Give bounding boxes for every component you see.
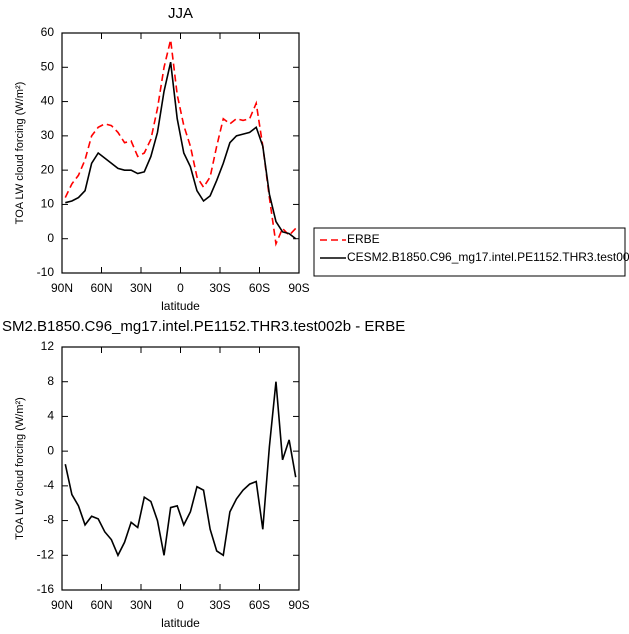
y-axis-title: TOA LW cloud forcing (W/m²) <box>14 397 26 540</box>
x-tick-label: 0 <box>177 281 184 295</box>
x-tick-label: 60S <box>249 281 270 295</box>
legend-box <box>313 227 626 277</box>
x-tick-label: 90S <box>288 281 309 295</box>
plot-frame <box>61 346 300 591</box>
y-tick-label: 8 <box>47 374 54 388</box>
x-tick-label: 0 <box>177 598 184 612</box>
x-tick-label: 30S <box>209 598 230 612</box>
y-tick-label: 12 <box>41 339 55 353</box>
y-axis-title: TOA LW cloud forcing (W/m²) <box>14 82 26 225</box>
x-tick-label: 90S <box>288 598 309 612</box>
x-tick-label: 60N <box>90 598 112 612</box>
y-tick-label: 4 <box>47 409 54 423</box>
y-tick-label: 60 <box>41 25 55 39</box>
data-line <box>64 381 297 558</box>
y-tick-label: -12 <box>37 547 55 561</box>
legend-label: ERBE <box>347 232 380 246</box>
x-tick-label: 30N <box>130 281 152 295</box>
x-axis-title: latitude <box>161 299 200 313</box>
y-tick-label: 0 <box>47 443 54 457</box>
x-tick-label: 90N <box>51 598 73 612</box>
chart-title: SM2.B1850.C96_mg17.intel.PE1152.THR3.tes… <box>2 318 405 335</box>
data-line <box>65 61 297 240</box>
x-tick-label: 30N <box>130 598 152 612</box>
y-tick-label: 10 <box>41 197 55 211</box>
y-tick-label: -10 <box>37 265 55 279</box>
chart-title: JJA <box>168 5 193 22</box>
y-tick-label: -16 <box>37 582 55 596</box>
y-tick-label: 40 <box>41 94 55 108</box>
y-tick-label: -8 <box>43 513 54 527</box>
y-tick-label: 30 <box>41 128 55 142</box>
x-tick-label: 60N <box>90 281 112 295</box>
y-tick-label: 50 <box>41 59 55 73</box>
x-axis-title: latitude <box>161 616 200 630</box>
data-line <box>64 39 297 247</box>
y-tick-label: 20 <box>41 162 55 176</box>
y-tick-label: 0 <box>47 231 54 245</box>
legend-label: CESM2.B1850.C96_mg17.intel.PE1152.THR3.t… <box>347 250 629 264</box>
x-tick-label: 60S <box>249 598 270 612</box>
x-tick-label: 90N <box>51 281 73 295</box>
x-tick-label: 30S <box>209 281 230 295</box>
y-tick-label: -4 <box>43 478 54 492</box>
